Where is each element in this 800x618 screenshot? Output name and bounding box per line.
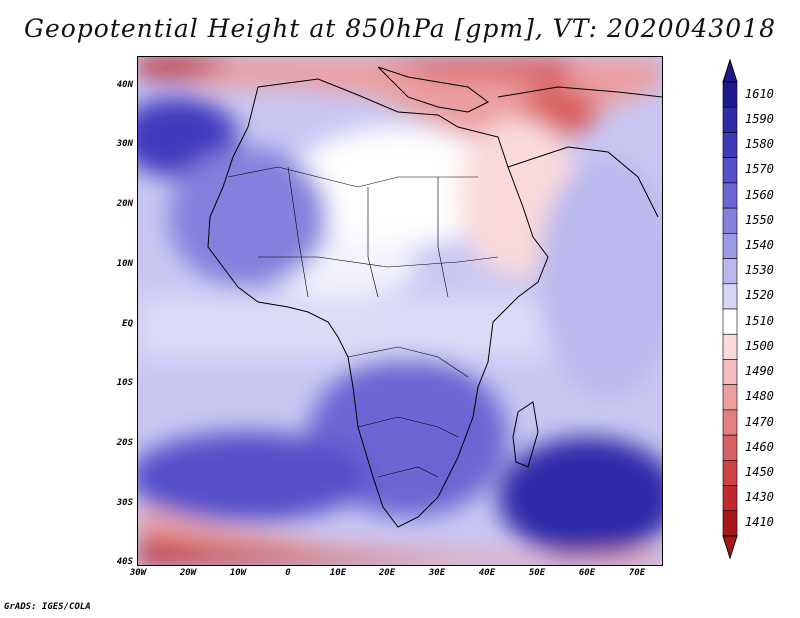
credit-text: GrADS: IGES/COLA (4, 602, 91, 612)
lon-label: 70E (628, 568, 646, 578)
colorbar-label: 1480 (745, 389, 774, 404)
colorbar-swatch (722, 333, 738, 360)
colorbar-label: 1490 (745, 364, 774, 379)
lat-label: 30S (116, 498, 133, 508)
lon-label: 30E (428, 568, 446, 578)
colorbar-label: 1510 (745, 313, 774, 328)
colorbar-swatch (722, 207, 738, 234)
lat-label: 10S (116, 378, 133, 388)
colorbar-label: 1550 (745, 212, 774, 227)
colorbar-arrow-bottom (722, 535, 738, 560)
colorbar-swatch (722, 510, 738, 537)
colorbar-swatch (722, 485, 738, 512)
colorbar-label: 1470 (745, 414, 774, 429)
colorbar (722, 58, 738, 560)
colorbar-swatch (722, 460, 738, 486)
colorbar-swatch (722, 384, 738, 411)
lat-label: 40S (116, 557, 133, 567)
borders (227, 166, 499, 478)
colorbar-swatch (722, 182, 738, 209)
colorbar-label: 1540 (745, 237, 774, 252)
lon-label: 40E (478, 568, 496, 578)
colorbar-swatch (722, 106, 738, 133)
colorbar-label: 1450 (745, 464, 774, 479)
lat-label: 20S (116, 438, 133, 448)
lon-label: 30W (129, 568, 147, 578)
chart-title: Geopotential Height at 850hPa [gpm], VT:… (23, 14, 777, 43)
colorbar-label: 1580 (745, 137, 774, 152)
colorbar-label: 1520 (745, 288, 774, 303)
lon-label: 20E (378, 568, 396, 578)
colorbar-swatch (722, 283, 738, 310)
lat-label: 20N (116, 199, 133, 209)
colorbar-label: 1500 (745, 338, 774, 353)
lat-label: EQ (122, 319, 133, 329)
colorbar-swatch (722, 132, 738, 158)
colorbar-label: 1410 (745, 515, 774, 530)
lon-label: 10E (329, 568, 347, 578)
colorbar-label: 1610 (745, 86, 774, 101)
colorbar-label: 1560 (745, 187, 774, 202)
colorbar-swatch (722, 258, 738, 285)
lon-label: 50E (528, 568, 546, 578)
lat-label: 10N (116, 259, 133, 269)
map-canvas (138, 57, 662, 565)
coastlines (207, 66, 662, 528)
lon-label: 10W (229, 568, 247, 578)
colorbar-label: 1570 (745, 162, 774, 177)
colorbar-label: 1590 (745, 111, 774, 126)
colorbar-swatch (722, 233, 738, 259)
colorbar-swatch (722, 409, 738, 436)
colorbar-swatch (722, 359, 738, 385)
colorbar-swatch (722, 308, 738, 335)
colorbar-label: 1430 (745, 490, 774, 505)
lon-label: 60E (578, 568, 596, 578)
colorbar-swatch (722, 434, 738, 461)
colorbar-arrow-top (722, 58, 738, 83)
lat-label: 40N (116, 80, 133, 90)
height-field (138, 57, 662, 565)
lon-label: 20W (179, 568, 197, 578)
colorbar-label: 1530 (745, 263, 774, 278)
lon-label: 0 (285, 568, 291, 578)
map-panel (137, 56, 663, 566)
lat-label: 30N (116, 139, 133, 149)
colorbar-swatch (722, 81, 738, 108)
colorbar-swatch (722, 157, 738, 184)
colorbar-label: 1460 (745, 439, 774, 454)
